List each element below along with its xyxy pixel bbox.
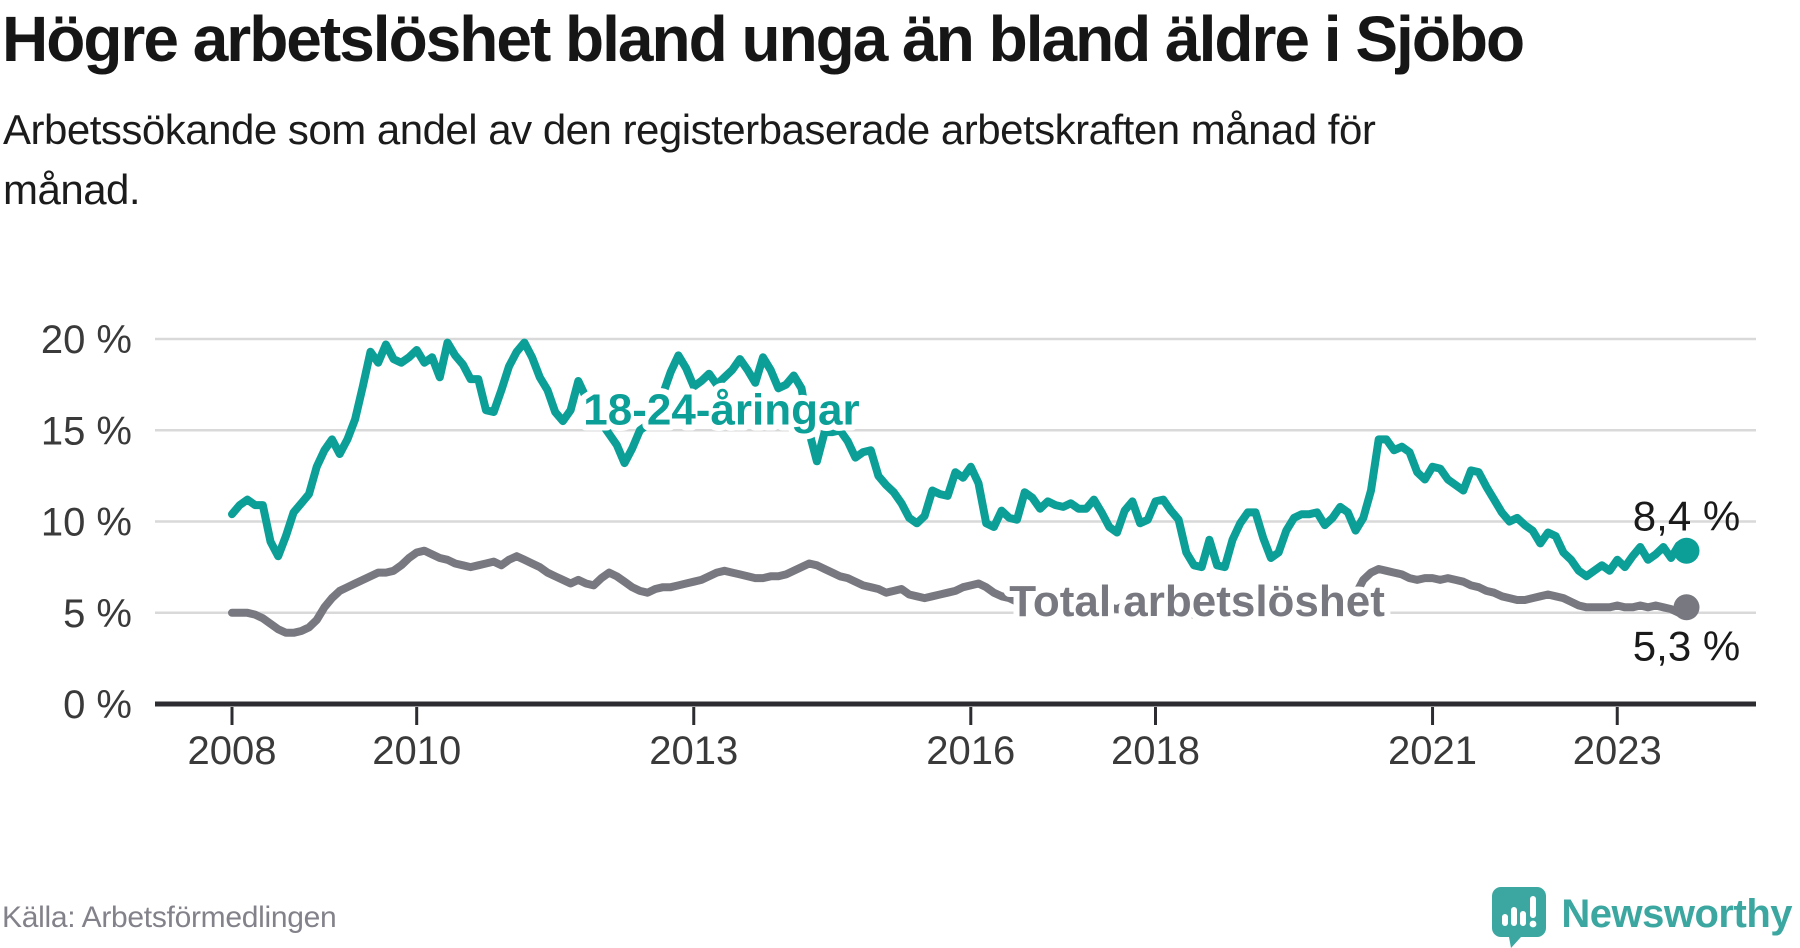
- y-tick-label: 15 %: [41, 409, 132, 453]
- y-tick-label: 0 %: [63, 683, 132, 727]
- x-tick-label: 2013: [649, 729, 738, 773]
- brand-name: Newsworthy: [1561, 891, 1792, 936]
- x-tick-label: 2021: [1388, 729, 1477, 773]
- x-tick-label: 2010: [372, 729, 461, 773]
- y-tick-label: 5 %: [63, 592, 132, 636]
- series-end-label-0: 8,4 %: [1633, 493, 1740, 540]
- page-title: Högre arbetslöshet bland unga än bland ä…: [2, 3, 1525, 75]
- series-end-dot-0: [1673, 537, 1700, 564]
- series-line-1: [228, 546, 1691, 637]
- y-tick-label: 20 %: [41, 318, 132, 362]
- x-tick-label: 2008: [188, 729, 277, 773]
- chart-subtitle: Arbetssökande som andel av den registerb…: [3, 106, 1376, 213]
- bar-chart-icon: [1502, 896, 1537, 928]
- speech-bubble-shape: [1492, 887, 1547, 948]
- source-note: Källa: Arbetsförmedlingen: [2, 901, 337, 934]
- series-end-dot-1: [1673, 594, 1700, 621]
- series-end-label-1: 5,3 %: [1633, 622, 1740, 669]
- series-line-0: [228, 338, 1691, 581]
- x-tick-label: 2016: [926, 729, 1015, 773]
- x-tick-label: 2023: [1573, 729, 1662, 773]
- y-tick-label: 10 %: [41, 501, 132, 545]
- newsworthy-brand: Newsworthy: [1491, 886, 1792, 948]
- series-label-1: Total arbetslöshet: [1009, 577, 1385, 626]
- newsworthy-logo-icon: [1492, 887, 1547, 948]
- x-tick-label: 2018: [1111, 729, 1200, 773]
- series-label-0: 18-24-åringar: [583, 385, 859, 434]
